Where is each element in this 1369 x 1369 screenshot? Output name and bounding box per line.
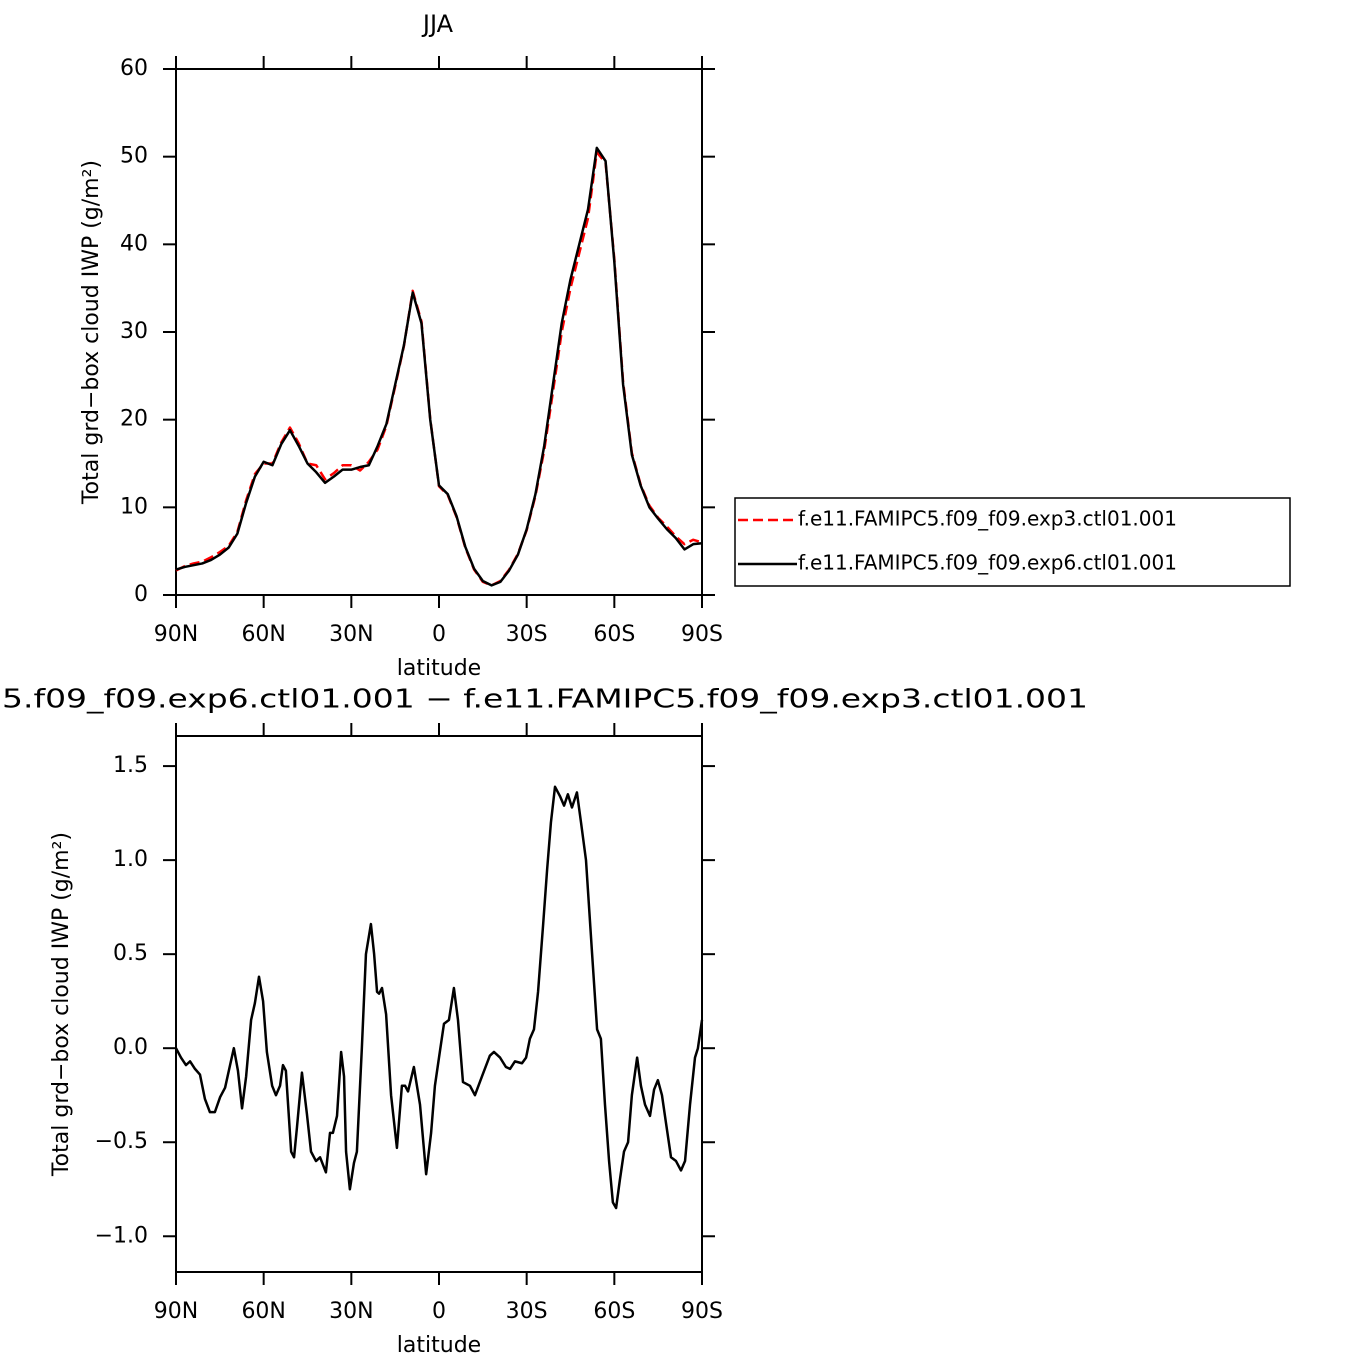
x-tick-label: 90S bbox=[681, 622, 723, 647]
y-tick-label: 1.5 bbox=[113, 753, 148, 778]
x-tick-label: 60N bbox=[241, 622, 285, 647]
y-tick-label: 40 bbox=[120, 231, 148, 256]
legend-label: f.e11.FAMIPC5.f09_f09.exp3.ctl01.001 bbox=[798, 507, 1177, 531]
x-tick-label: 60N bbox=[241, 1299, 285, 1324]
chart-title: JJA bbox=[421, 10, 454, 38]
y-tick-label: 20 bbox=[120, 407, 148, 432]
x-tick-label: 60S bbox=[593, 1299, 635, 1324]
y-axis-label: Total grd−box cloud IWP (g/m²) bbox=[79, 160, 104, 505]
x-tick-label: 60S bbox=[593, 622, 635, 647]
chart-title: 5.f09_f09.exp6.ctl01.001 − f.e11.FAMIPC5… bbox=[2, 685, 1088, 715]
y-tick-label: 1.0 bbox=[113, 847, 148, 872]
x-tick-label: 0 bbox=[432, 1299, 446, 1324]
x-tick-label: 90S bbox=[681, 1299, 723, 1324]
x-axis-label: latitude bbox=[397, 1333, 481, 1358]
y-tick-label: 0.0 bbox=[113, 1035, 148, 1060]
y-tick-label: 0.5 bbox=[113, 941, 148, 966]
x-tick-label: 30S bbox=[506, 622, 548, 647]
y-tick-label: 30 bbox=[120, 319, 148, 344]
y-tick-label: 0 bbox=[134, 582, 148, 607]
x-tick-label: 90N bbox=[154, 1299, 198, 1324]
x-tick-label: 30S bbox=[506, 1299, 548, 1324]
x-tick-label: 90N bbox=[154, 622, 198, 647]
y-axis-label: Total grd−box cloud IWP (g/m²) bbox=[49, 832, 74, 1177]
y-tick-label: 10 bbox=[120, 494, 148, 519]
legend-box bbox=[734, 497, 1291, 587]
y-tick-label: −0.5 bbox=[95, 1129, 148, 1154]
x-tick-label: 30N bbox=[329, 1299, 373, 1324]
data-line bbox=[174, 785, 704, 1210]
data-line bbox=[175, 146, 703, 587]
legend-label: f.e11.FAMIPC5.f09_f09.exp6.ctl01.001 bbox=[798, 551, 1177, 575]
plot-frame bbox=[175, 68, 703, 596]
x-tick-label: 30N bbox=[329, 622, 373, 647]
y-tick-label: −1.0 bbox=[95, 1223, 148, 1248]
y-tick-label: 60 bbox=[120, 56, 148, 81]
x-tick-label: 0 bbox=[432, 622, 446, 647]
y-tick-label: 50 bbox=[120, 144, 148, 169]
x-axis-label: latitude bbox=[397, 656, 481, 681]
